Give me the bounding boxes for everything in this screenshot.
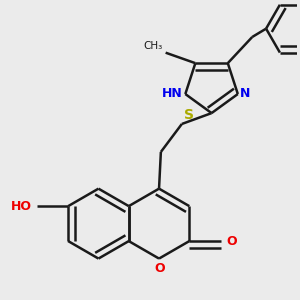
Text: S: S — [184, 109, 194, 122]
Text: O: O — [226, 235, 237, 248]
Text: O: O — [154, 262, 165, 275]
Text: CH₃: CH₃ — [143, 41, 163, 51]
Text: N: N — [240, 87, 250, 100]
Text: HN: HN — [162, 87, 183, 100]
Text: HO: HO — [11, 200, 32, 213]
